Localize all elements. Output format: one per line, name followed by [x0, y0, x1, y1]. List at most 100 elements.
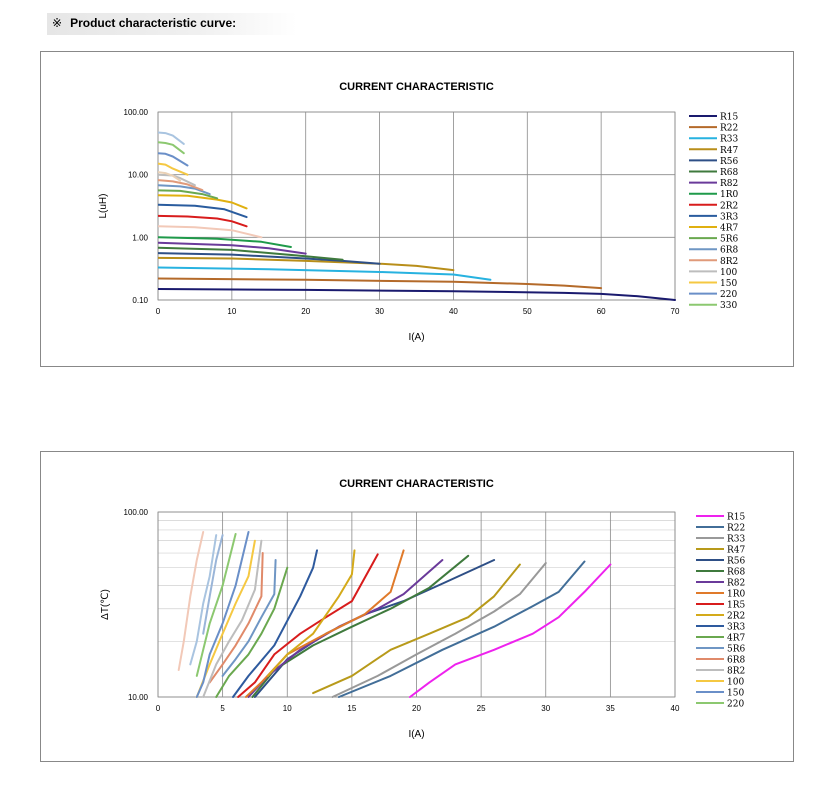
- x-tick-label: 20: [412, 704, 421, 713]
- x-tick-label: 25: [477, 704, 486, 713]
- legend-label: 100: [727, 678, 744, 688]
- series-line: [158, 241, 307, 255]
- series-line: [158, 173, 196, 187]
- legend-label: 2R2: [720, 201, 738, 211]
- x-tick-label: 70: [671, 307, 680, 316]
- series-line: [331, 562, 547, 698]
- legend-label: 220: [727, 700, 744, 710]
- x-tick-label: 0: [156, 307, 161, 316]
- legend-label: R47: [727, 546, 746, 556]
- legend-label: R15: [720, 113, 739, 123]
- series-line: [202, 534, 224, 635]
- series-line: [158, 203, 248, 219]
- series-line: [158, 189, 219, 200]
- legend-label: R22: [727, 524, 745, 534]
- legend-label: R68: [727, 568, 746, 578]
- legend-label: 100: [720, 268, 737, 278]
- legend-label: 150: [720, 279, 737, 289]
- legend-label: R56: [727, 557, 746, 567]
- y-tick-label: 10.00: [128, 693, 149, 702]
- x-tick-label: 35: [606, 704, 615, 713]
- y-tick-label: 1.00: [132, 233, 148, 242]
- legend-label: R68: [720, 168, 739, 178]
- x-tick-label: 50: [523, 307, 532, 316]
- x-tick-label: 30: [541, 704, 550, 713]
- legend-label: 1R0: [720, 190, 739, 200]
- legend-label: 4R7: [720, 224, 739, 234]
- x-tick-label: 60: [597, 307, 606, 316]
- series-line: [158, 162, 189, 176]
- series-line: [158, 236, 292, 248]
- series-line: [158, 194, 248, 210]
- plot-area: [157, 111, 676, 301]
- legend-label: R22: [720, 124, 738, 134]
- y-tick-label: 100.00: [124, 108, 149, 117]
- inductance-chart: CURRENT CHARACTERISTIC 0 10 20 30 40 50 60 70 100…: [98, 81, 739, 343]
- legend-label: 3R3: [727, 623, 746, 633]
- series-line: [208, 552, 264, 684]
- series-line: [158, 171, 182, 182]
- legend-label: 6R8: [720, 246, 739, 256]
- series-line: [158, 256, 455, 272]
- section-header: ※ Product characteristic curve:: [47, 13, 297, 35]
- section-title-text: Product characteristic curve:: [70, 16, 237, 30]
- legend-label: R82: [727, 579, 745, 589]
- legend-label: R33: [720, 135, 739, 145]
- legend-label: 8R2: [720, 257, 738, 267]
- x-tick-label: 0: [156, 704, 161, 713]
- series-line: [215, 566, 289, 698]
- legend-label: R33: [727, 535, 746, 545]
- legend-label: R82: [720, 179, 738, 189]
- series-line: [202, 539, 263, 698]
- series-line: [158, 184, 211, 196]
- series-line: [158, 131, 185, 145]
- series-line: [158, 252, 381, 265]
- series-line: [237, 553, 379, 698]
- legend-label: R15: [727, 513, 746, 523]
- legend-label: 5R6: [720, 235, 739, 245]
- x-tick-label: 10: [283, 704, 292, 713]
- y-tick-label: 0.10: [132, 296, 148, 305]
- legend-label: 3R3: [720, 212, 739, 222]
- series-line: [244, 549, 405, 698]
- series-line: [312, 563, 521, 695]
- legend-label: 4R7: [727, 634, 746, 644]
- temperature-chart-panel: CURRENT CHARACTERISTIC 0 5 10 15 20 25 30 35 40 10…: [40, 451, 794, 762]
- series-line: [158, 288, 676, 301]
- x-tick-label: 40: [449, 307, 458, 316]
- series-line: [177, 531, 205, 671]
- section-title: ※ Product characteristic curve:: [52, 16, 236, 30]
- series-line: [337, 560, 586, 698]
- temperature-chart: CURRENT CHARACTERISTIC 0 5 10 15 20 25 30 35 40 10…: [100, 478, 746, 740]
- series-line: [232, 549, 318, 698]
- x-tick-label: 15: [347, 704, 356, 713]
- series-line: [158, 266, 492, 281]
- series-line: [158, 214, 248, 228]
- x-tick-label: 10: [227, 307, 236, 316]
- x-axis-label: I(A): [408, 332, 424, 343]
- series-line: [247, 559, 444, 698]
- y-axis-label: ΔT(℃): [100, 589, 111, 620]
- x-tick-label: 20: [301, 307, 310, 316]
- y-tick-label: 10.00: [128, 171, 149, 180]
- chart-title: CURRENT CHARACTERISTIC: [339, 478, 494, 490]
- series-line: [195, 531, 250, 698]
- x-tick-label: 5: [220, 704, 225, 713]
- series-line: [266, 549, 356, 677]
- reference-mark: ※: [52, 16, 63, 30]
- series-line: [158, 225, 263, 239]
- legend-label: 6R8: [727, 656, 746, 666]
- inductance-chart-panel: CURRENT CHARACTERISTIC 0 10 20 30 40 50 60 70 100…: [40, 51, 794, 367]
- series-line: [189, 534, 218, 666]
- legend-label: 1R0: [727, 590, 746, 600]
- series-line: [158, 141, 185, 155]
- x-tick-label: 30: [375, 307, 384, 316]
- legend-label: R56: [720, 157, 739, 167]
- series-line: [158, 179, 204, 191]
- series-line: [195, 533, 237, 677]
- series-line: [158, 277, 603, 290]
- x-tick-label: 40: [671, 704, 680, 713]
- chart-title: CURRENT CHARACTERISTIC: [339, 81, 494, 93]
- series-line: [158, 246, 344, 261]
- legend-label: 5R6: [727, 645, 746, 655]
